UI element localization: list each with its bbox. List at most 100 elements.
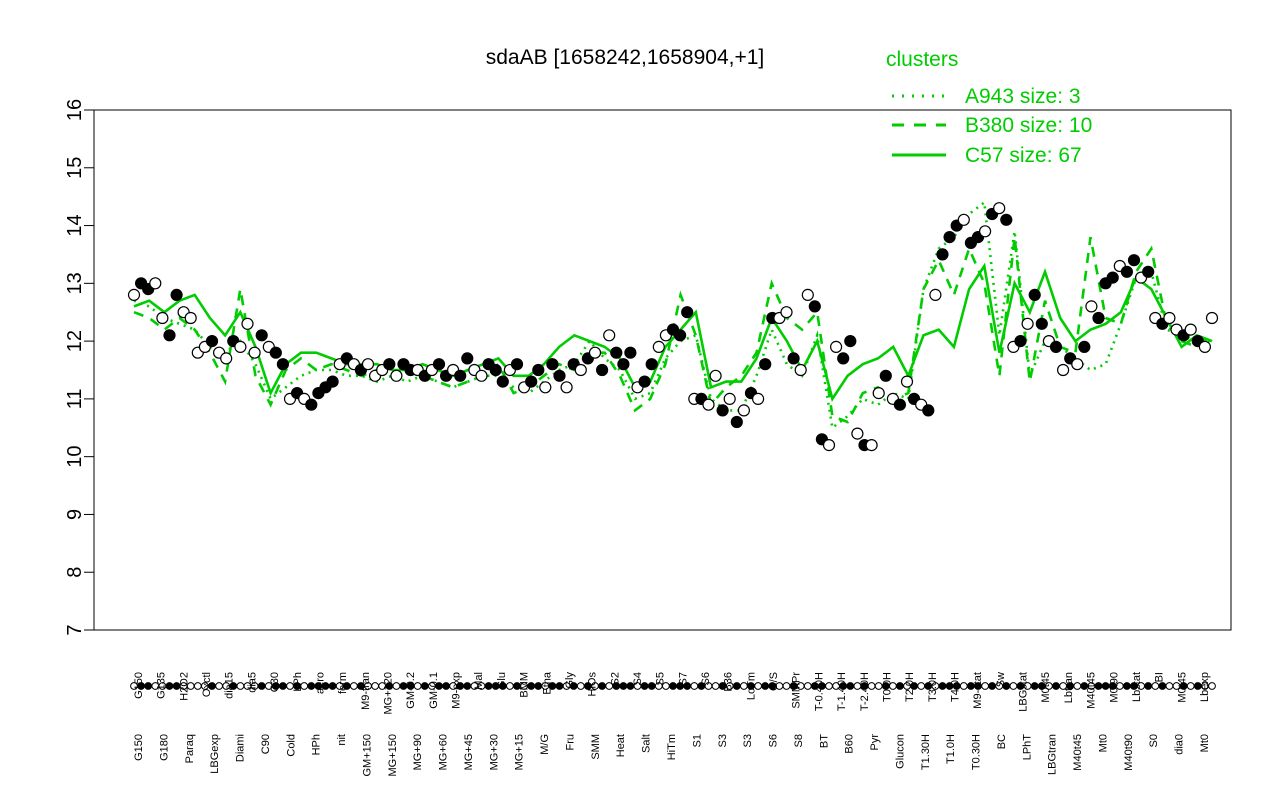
- data-point: [638, 375, 651, 388]
- data-point: [1142, 265, 1155, 278]
- x-tick-top-label: Mal: [473, 672, 485, 690]
- x-tick-top-label: GM-0.1: [428, 672, 440, 709]
- y-tick-label: 10: [64, 446, 86, 468]
- x-tick-top-label: GM-0.2: [405, 672, 417, 709]
- x-tick-bottom-label: MG+45: [463, 734, 475, 770]
- data-point: [269, 346, 282, 359]
- x-tick-bottom-label: T0.30H: [971, 734, 983, 770]
- data-point: [893, 398, 907, 411]
- rug-mark: [215, 682, 224, 690]
- x-tick-bottom-label: Salt: [641, 734, 653, 753]
- x-tick-bottom-label: S1: [691, 734, 703, 747]
- x-tick-bottom-label: Mt0: [1098, 734, 1110, 752]
- data-point: [709, 369, 722, 382]
- data-point: [241, 317, 254, 330]
- rug-mark: [442, 682, 451, 690]
- data-point: [255, 329, 268, 342]
- x-tick-top-label: Lbstat: [1131, 672, 1143, 702]
- x-tick-top-label: ferm: [337, 672, 349, 694]
- data-point: [957, 213, 970, 226]
- data-point: [1106, 271, 1119, 284]
- rug-mark: [803, 682, 812, 690]
- x-tick-bottom-label: LPhT: [1021, 734, 1033, 761]
- y-tick-label: 7: [64, 624, 86, 635]
- x-tick-top-label: Sw: [995, 672, 1007, 687]
- x-tick-top-label: M40t45: [1086, 672, 1098, 709]
- data-point: [737, 404, 751, 417]
- rug-mark: [463, 682, 472, 690]
- data-point: [751, 392, 765, 405]
- data-point: [865, 439, 878, 452]
- y-tick-label: 9: [64, 509, 86, 520]
- x-tick-top-label: Oxctl: [201, 672, 213, 697]
- data-point: [681, 306, 694, 319]
- rug-mark: [1208, 682, 1216, 690]
- y-tick-label: 13: [64, 272, 86, 294]
- data-point: [624, 346, 637, 359]
- x-tick-bottom-label: M/G: [539, 734, 551, 755]
- data-point: [156, 311, 169, 325]
- chart-title: sdaAB [1658242,1658904,+1]: [486, 46, 765, 69]
- x-tick-bottom-label: MG+150: [387, 734, 399, 777]
- legend: clusters A943 size: 3 B380 size: 10 C57 …: [886, 48, 1092, 167]
- x-tick-bottom-label: LBGexp: [209, 734, 221, 774]
- x-tick-top-label: S6: [700, 672, 712, 685]
- rug-mark: [1151, 682, 1160, 690]
- rug-mark: [1052, 682, 1060, 690]
- x-tick-bottom-label: SMM: [590, 734, 602, 760]
- data-point: [822, 439, 836, 452]
- x-tick-bottom-label: MG+90: [412, 734, 424, 770]
- x-tick-top-label: M9-tran: [360, 672, 372, 710]
- x-tick-top-label: T0.0H: [882, 672, 894, 702]
- data-point: [532, 363, 545, 377]
- x-tick-top-label: LPh: [292, 672, 304, 692]
- data-point: [1127, 254, 1141, 267]
- y-tick-label: 15: [64, 157, 86, 179]
- x-tick-top-label: Etha: [541, 671, 553, 695]
- x-tick-bottom-label: M40t45: [1072, 734, 1084, 771]
- x-tick-bottom-label: LBGtran: [1047, 734, 1059, 775]
- data-point: [978, 225, 992, 238]
- data-point: [1120, 265, 1134, 278]
- x-tick-top-label: M9-exp: [451, 672, 463, 709]
- y-tick-label: 16: [64, 99, 86, 121]
- data-point: [943, 231, 956, 244]
- data-point: [1049, 340, 1063, 353]
- data-point: [234, 340, 247, 353]
- x-tick-bottom-label: G150: [133, 734, 145, 761]
- data-point: [794, 363, 807, 377]
- rug-mark: [782, 682, 791, 690]
- data-point: [454, 369, 467, 382]
- x-tick-top-label: Glu: [496, 672, 508, 689]
- x-tick-bottom-label: S0: [1148, 734, 1160, 747]
- data-point: [560, 381, 573, 394]
- data-point: [461, 352, 474, 365]
- x-tick-top-label: T-0.40H: [813, 672, 825, 711]
- data-point: [510, 358, 524, 371]
- data-point: [553, 369, 566, 382]
- data-point: [496, 375, 509, 388]
- x-tick-top-label: M0t90: [1108, 672, 1120, 703]
- data-point: [276, 358, 289, 371]
- legend-title: clusters: [886, 48, 958, 71]
- data-point: [730, 415, 743, 429]
- x-tick-top-label: LBGstat: [1018, 672, 1030, 712]
- x-tick-labels: G150 G135 H2O2 Oxctl dia15 dia5 C30 LPh aero ferm…: [133, 671, 1211, 776]
- x-tick-bottom-label: T1.0H: [945, 734, 957, 764]
- x-tick-top-label: T-1.40H: [836, 672, 848, 711]
- data-point: [723, 392, 736, 405]
- rug-mark: [1030, 682, 1039, 690]
- data-point: [574, 363, 587, 377]
- data-point: [603, 329, 616, 342]
- x-tick-top-label: BMM: [519, 672, 531, 698]
- data-point: [149, 277, 162, 290]
- rug-mark: [711, 682, 720, 690]
- legend-entry-c57: C57 size: 67: [965, 144, 1082, 167]
- data-point: [1071, 358, 1084, 371]
- data-point: [248, 346, 261, 359]
- data-point: [1035, 317, 1048, 330]
- data-point: [993, 202, 1006, 215]
- data-point: [361, 358, 375, 371]
- x-tick-top-label: aero: [314, 672, 326, 694]
